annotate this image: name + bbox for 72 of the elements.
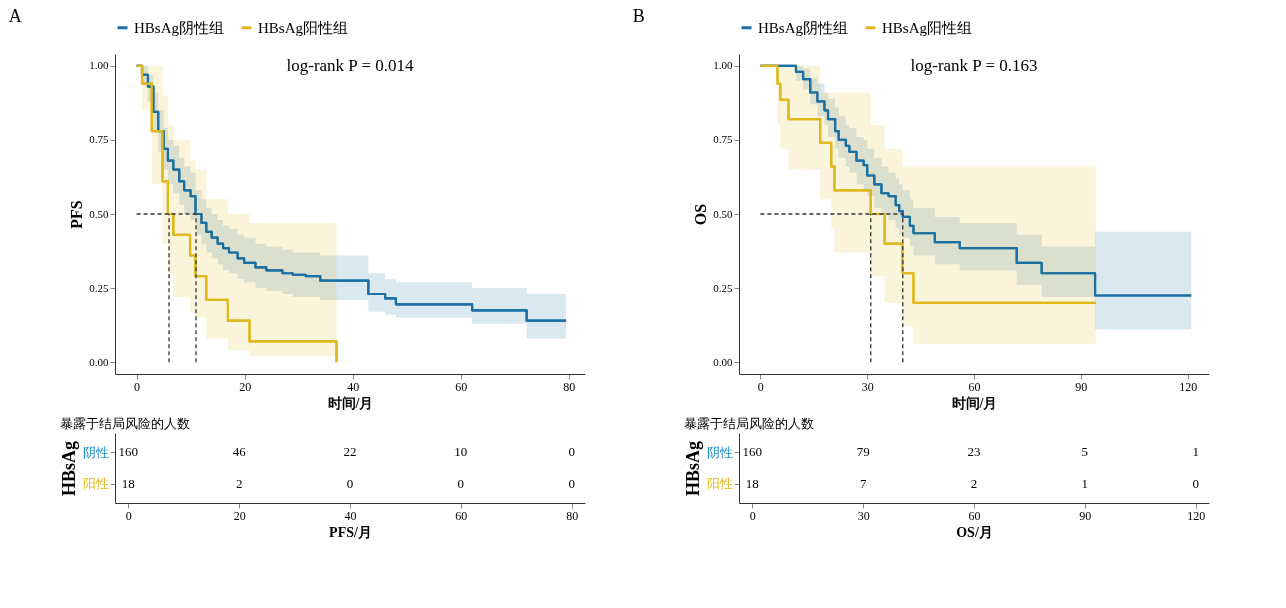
x-tick-label: 90 (1075, 379, 1088, 394)
data-label: 23 (967, 444, 981, 460)
annotation: log-rank P = 0.014 (286, 56, 414, 75)
x-axis-title: 时间/月 (951, 395, 998, 411)
x-tick-label: 30 (861, 379, 874, 394)
y-axis-title: HBsAg (682, 440, 703, 497)
data-label: 2 (235, 475, 243, 491)
y-axis-title: HBsAg (58, 440, 79, 497)
x-tick-label: 40 (344, 508, 357, 523)
legend-label: HBsAg阳性组 (882, 19, 973, 36)
data-label: 18 (745, 475, 759, 491)
data-label: 160 (742, 444, 763, 460)
x-tick-label: 120 (1179, 379, 1198, 394)
legend-label: HBsAg阴性组 (134, 19, 225, 36)
x-tick-label: 40 (347, 379, 360, 394)
x-tick-label: 30 (857, 508, 870, 523)
chart-title: 暴露于结局风险的人数 (684, 416, 814, 431)
data-label: 18 (121, 475, 135, 491)
x-tick-label: 60 (968, 379, 981, 394)
y-tick-label: 0.25 (713, 281, 733, 294)
x-tick-label: 60 (455, 508, 468, 523)
data-label: 79 (856, 444, 870, 460)
x-tick-label: 0 (125, 508, 132, 523)
y-tick-label: 0.25 (89, 281, 109, 294)
x-tick-label: 90 (1079, 508, 1092, 523)
chart-title: 暴露于结局风险的人数 (60, 416, 190, 431)
x-tick-label: 20 (233, 508, 246, 523)
legend-label: HBsAg阳性组 (258, 19, 349, 36)
data-label: 7 (859, 475, 867, 491)
x-tick-label: 20 (239, 379, 252, 394)
x-tick-label: 80 (563, 379, 576, 394)
data-label: 0 (346, 475, 354, 491)
data-label: 10 (454, 444, 468, 460)
chart-title: B (632, 6, 645, 26)
x-tick-label: 0 (134, 379, 141, 394)
y-axis-title: OS (692, 203, 710, 226)
legend-label: HBsAg阴性组 (758, 19, 849, 36)
y-tick-label: 0.00 (713, 355, 733, 368)
x-axis-title: PFS/月 (329, 524, 372, 540)
y-tick-label: 阴性 (706, 444, 733, 460)
y-tick-label: 0.50 (713, 207, 733, 220)
chart-title: A (8, 6, 22, 26)
y-tick-label: 阳性 (82, 476, 109, 492)
data-label: 0 (568, 475, 575, 491)
y-tick-label: 1.00 (89, 59, 109, 72)
x-tick-label: 80 (566, 508, 579, 523)
y-tick-label: 0.50 (89, 207, 109, 220)
y-tick-label: 0.75 (89, 133, 109, 146)
data-label: 2 (970, 475, 978, 491)
y-tick-label: 1.00 (713, 59, 733, 72)
data-label: 22 (343, 444, 357, 460)
x-axis-title: OS/月 (956, 524, 993, 540)
y-axis-title: PFS (68, 200, 86, 229)
annotation: log-rank P = 0.163 (910, 56, 1038, 75)
x-tick-label: 0 (757, 379, 764, 394)
data-label: 0 (457, 475, 465, 491)
y-tick-label: 阴性 (82, 444, 109, 460)
data-label: 160 (118, 444, 139, 460)
data-label: 5 (1081, 444, 1089, 460)
data-label: 46 (232, 444, 247, 460)
x-tick-label: 60 (968, 508, 981, 523)
x-tick-label: 120 (1187, 508, 1206, 523)
y-tick-label: 0.00 (89, 355, 109, 368)
data-label: 0 (1192, 475, 1199, 491)
x-axis-title: 时间/月 (327, 395, 374, 411)
y-tick-label: 阳性 (706, 476, 733, 492)
data-label: 0 (568, 444, 575, 460)
x-tick-label: 0 (749, 508, 756, 523)
x-tick-label: 60 (455, 379, 468, 394)
data-label: 1 (1081, 475, 1089, 491)
data-label: 1 (1192, 444, 1199, 460)
y-tick-label: 0.75 (713, 133, 733, 146)
